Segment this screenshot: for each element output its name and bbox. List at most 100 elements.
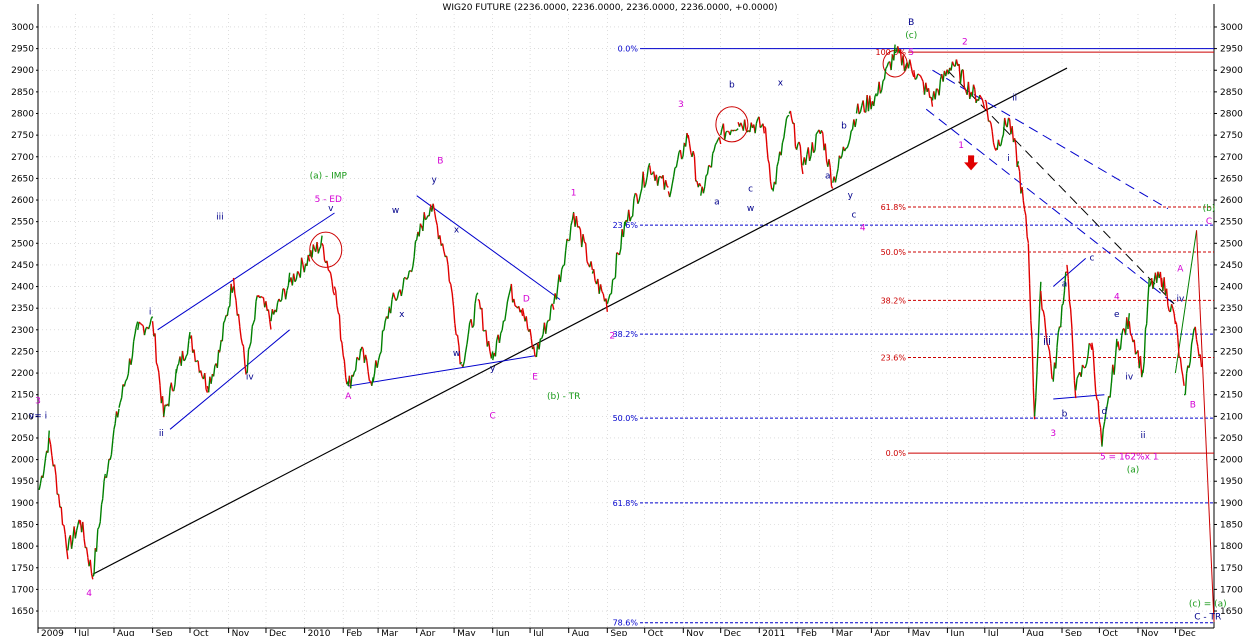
- price-segment: [464, 343, 468, 353]
- wave-label: C: [1206, 217, 1212, 227]
- y-tick-label: 2750: [1220, 131, 1243, 141]
- price-segment: [1145, 299, 1149, 324]
- price-segment: [541, 334, 544, 339]
- channel-upper: [157, 212, 335, 331]
- price-segment: [1062, 290, 1066, 304]
- price-segment: [428, 207, 432, 217]
- price-segment: [813, 150, 816, 154]
- y-tick-label: 2450: [1220, 261, 1243, 271]
- wave-label: (a) - IMP: [310, 171, 348, 181]
- y-tick-label: 3000: [11, 23, 34, 33]
- price-segment: [565, 238, 568, 251]
- price-segment: [743, 119, 747, 130]
- price-segment: [716, 139, 719, 143]
- price-segment: [1147, 278, 1150, 300]
- x-tick-label: Oct: [648, 629, 664, 636]
- price-segment: [149, 318, 152, 325]
- price-segment: [470, 319, 474, 328]
- price-segment: [205, 389, 209, 393]
- price-segment: [111, 429, 115, 441]
- price-segment: [1016, 161, 1020, 168]
- price-segment: [260, 295, 263, 298]
- price-segment: [730, 129, 734, 132]
- price-segment: [1037, 308, 1041, 341]
- price-segment: [413, 241, 417, 257]
- price-segment: [155, 362, 159, 367]
- price-segment: [764, 127, 768, 145]
- price-segment: [599, 284, 603, 292]
- price-segment: [829, 167, 833, 187]
- price-segment: [279, 299, 283, 303]
- wave-label: d: [1102, 407, 1108, 417]
- price-segment: [844, 147, 847, 152]
- price-segment: [83, 538, 87, 548]
- price-segment: [936, 88, 939, 91]
- wave-label: a: [825, 171, 831, 181]
- price-segment: [1101, 429, 1104, 447]
- price-segment: [687, 135, 691, 144]
- wave-label: iii: [1043, 338, 1051, 348]
- price-segment: [1056, 332, 1059, 348]
- price-segment: [100, 498, 104, 505]
- grid-lines: [37, 14, 1214, 628]
- price-segment: [647, 163, 651, 168]
- price-segment: [525, 316, 529, 329]
- y-tick-label: 2000: [1220, 456, 1243, 466]
- y-tick-label: 1700: [11, 585, 34, 595]
- price-segment: [714, 142, 718, 146]
- y-tick-label: 2350: [1220, 304, 1243, 314]
- price-segment: [1177, 337, 1180, 358]
- price-segment: [732, 129, 735, 132]
- price-segment: [244, 362, 247, 375]
- x-tick-label: May: [457, 629, 476, 636]
- price-segment: [284, 290, 288, 300]
- price-segment: [338, 314, 342, 340]
- price-segment: [679, 149, 683, 160]
- x-tick-label: 2011: [762, 629, 785, 636]
- price-segment: [735, 129, 738, 132]
- price-segment: [239, 326, 242, 338]
- wedge-upper: [932, 69, 1169, 210]
- price-segment: [125, 378, 128, 382]
- wave-label: ii: [159, 429, 164, 439]
- price-segment: [134, 326, 138, 335]
- price-segment: [333, 286, 337, 292]
- price-segment: [775, 166, 778, 185]
- price-segment: [1163, 277, 1167, 295]
- price-segment: [671, 176, 675, 184]
- wave-label: iv: [1176, 295, 1185, 305]
- y-tick-label: 1650: [11, 607, 34, 617]
- y-tick-label: 2150: [11, 391, 34, 401]
- price-segment: [1172, 308, 1175, 314]
- price-segment: [1170, 303, 1174, 309]
- price-segment: [634, 192, 637, 195]
- price-segment: [562, 264, 565, 267]
- price-segment: [682, 142, 685, 157]
- y-tick-label: 2600: [1220, 196, 1243, 206]
- price-segment: [1052, 362, 1056, 382]
- price-segment: [463, 351, 467, 362]
- y-tick-label: 2050: [1220, 434, 1243, 444]
- price-segment: [982, 103, 986, 110]
- price-segment: [570, 219, 574, 226]
- price-segment: [74, 530, 78, 539]
- price-segment: [184, 355, 187, 361]
- price-segment: [1092, 350, 1096, 372]
- wave-label: C - TR: [1194, 613, 1221, 623]
- price-segment: [361, 346, 364, 350]
- price-segment: [147, 324, 151, 330]
- price-segment: [1103, 411, 1107, 422]
- price-segment: [300, 257, 304, 265]
- wave-label: 3: [678, 100, 684, 110]
- price-segment: [251, 322, 255, 327]
- wave-label: 3: [35, 396, 41, 406]
- price-segment: [241, 343, 245, 347]
- price-segment: [356, 356, 359, 360]
- price-segment: [608, 294, 611, 300]
- price-segment: [448, 281, 452, 285]
- price-segment: [836, 168, 839, 176]
- price-segment: [815, 131, 819, 135]
- price-segment: [326, 260, 329, 270]
- price-segment: [1114, 338, 1118, 358]
- price-segment: [1067, 278, 1071, 301]
